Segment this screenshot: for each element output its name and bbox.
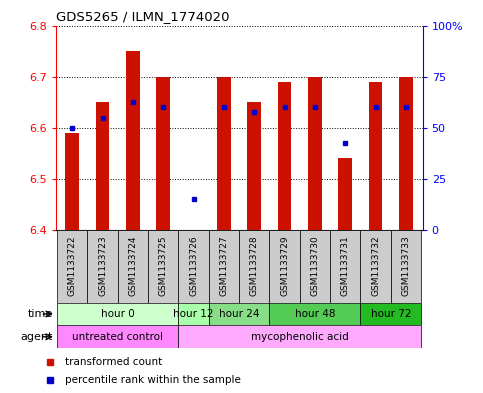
Text: hour 72: hour 72 [370, 309, 411, 319]
Bar [247, 102, 261, 230]
Text: transformed count: transformed count [65, 357, 162, 367]
Bar [399, 77, 413, 230]
Text: GSM1133732: GSM1133732 [371, 236, 380, 296]
Bar [148, 230, 178, 303]
Text: hour 48: hour 48 [295, 309, 335, 319]
Text: GSM1133726: GSM1133726 [189, 236, 198, 296]
Bar [369, 82, 383, 230]
Text: GSM1133731: GSM1133731 [341, 236, 350, 296]
Text: GSM1133724: GSM1133724 [128, 236, 137, 296]
Bar [178, 230, 209, 303]
Bar [391, 230, 421, 303]
Text: mycophenolic acid: mycophenolic acid [251, 332, 349, 342]
Bar [278, 82, 291, 230]
Bar [65, 133, 79, 230]
Bar [57, 303, 178, 325]
Text: GSM1133727: GSM1133727 [219, 236, 228, 296]
Text: GSM1133733: GSM1133733 [401, 236, 411, 296]
Bar [217, 77, 231, 230]
Text: hour 12: hour 12 [173, 309, 214, 319]
Text: GSM1133730: GSM1133730 [311, 236, 319, 296]
Bar [360, 303, 421, 325]
Bar [57, 230, 87, 303]
Bar [87, 230, 118, 303]
Text: GSM1133722: GSM1133722 [68, 236, 77, 296]
Text: untreated control: untreated control [72, 332, 163, 342]
Text: GDS5265 / ILMN_1774020: GDS5265 / ILMN_1774020 [56, 10, 229, 23]
Bar [239, 230, 270, 303]
Bar [178, 303, 209, 325]
Bar [209, 230, 239, 303]
Text: time: time [28, 309, 53, 319]
Text: GSM1133729: GSM1133729 [280, 236, 289, 296]
Bar [126, 51, 140, 230]
Bar [178, 325, 421, 348]
Bar [300, 230, 330, 303]
Bar [209, 303, 270, 325]
Bar [360, 230, 391, 303]
Text: hour 24: hour 24 [219, 309, 259, 319]
Bar [96, 102, 109, 230]
Bar [270, 230, 300, 303]
Text: GSM1133723: GSM1133723 [98, 236, 107, 296]
Text: agent: agent [21, 332, 53, 342]
Text: percentile rank within the sample: percentile rank within the sample [65, 375, 241, 385]
Bar [270, 303, 360, 325]
Text: hour 0: hour 0 [101, 309, 135, 319]
Bar [156, 77, 170, 230]
Bar [57, 325, 178, 348]
Bar [308, 77, 322, 230]
Bar [339, 158, 352, 230]
Text: GSM1133725: GSM1133725 [159, 236, 168, 296]
Text: GSM1133728: GSM1133728 [250, 236, 259, 296]
Bar [118, 230, 148, 303]
Bar [330, 230, 360, 303]
